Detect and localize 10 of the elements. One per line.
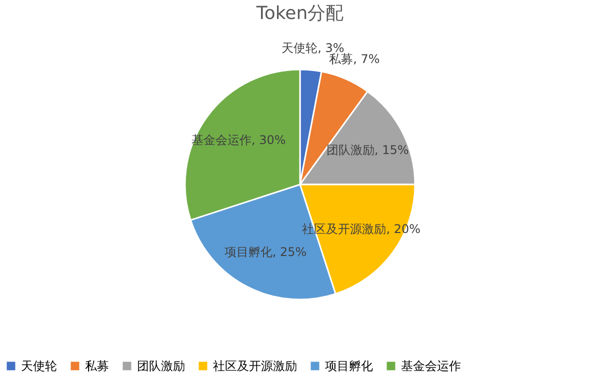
legend-label: 社区及开源激励	[213, 359, 297, 373]
data-label: 私募, 7%	[329, 52, 380, 66]
data-label: 团队激励, 15%	[326, 143, 409, 158]
legend-label: 天使轮	[21, 359, 57, 373]
chart-title: Token分配	[255, 3, 344, 24]
legend-label: 项目孵化	[325, 359, 373, 373]
data-label: 项目孵化, 25%	[224, 245, 307, 260]
legend-label: 基金会运作	[401, 359, 461, 373]
legend-label: 私募	[85, 359, 109, 373]
legend-label: 团队激励	[137, 359, 185, 373]
